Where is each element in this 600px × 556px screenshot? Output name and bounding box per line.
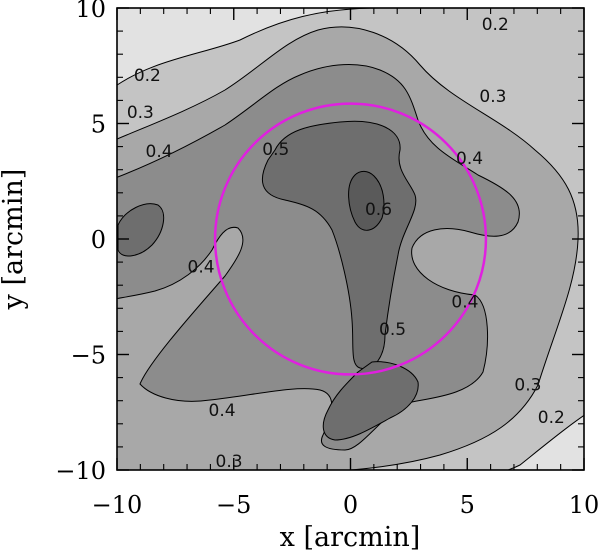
y-tick-label: 10 [75,0,106,23]
contour-label-0-2: 0.2 [538,408,565,428]
boundary-circle [213,102,488,376]
x-tick-label: −10 [92,491,143,519]
contour-label-0-3: 0.3 [479,87,506,107]
y-tick-label: −5 [71,342,106,370]
level-0.5-region [322,361,419,441]
y-tick-label: 0 [91,226,106,254]
x-axis-title: x [arcmin] [280,522,421,553]
level-0.6-region [348,170,385,231]
tick-labels: −10 −10 −5 −5 0 0 5 5 10 10 [55,0,599,519]
contour-label-0-3: 0.3 [514,376,541,396]
contour-label-0-4: 0.4 [456,149,483,169]
contour-label-0-4: 0.4 [188,258,215,278]
y-tick-label: 5 [91,111,106,139]
contour-label-0-4: 0.4 [209,401,236,421]
level-0.5-region [117,203,165,257]
y-tick-label: −10 [55,457,106,485]
ticks [116,7,585,471]
level-0.4-region [117,64,520,451]
x-tick-label: −5 [216,491,251,519]
contour-label-0-5: 0.5 [262,140,289,160]
x-tick-label: 5 [460,491,475,519]
contour-label-0-2: 0.2 [134,66,161,86]
contour-label-0-4: 0.4 [451,292,478,312]
plot-area: 0.2 0.2 0.2 0.3 0.3 0.3 0.3 0.4 0.4 0.4 0.4 0.4 0.5 0… [117,8,584,472]
y-axis-title: y [arcmin] [0,169,29,311]
x-tick-label: 0 [343,491,358,519]
contour-label-0-5: 0.5 [379,320,406,340]
contour-label-0-3: 0.3 [216,452,243,472]
contour-label-0-6: 0.6 [365,200,392,220]
contour-label-0-3: 0.3 [127,103,154,123]
contour-label-0-2: 0.2 [482,15,509,35]
x-tick-label: 10 [569,491,600,519]
contour-label-0-4: 0.4 [146,142,173,162]
contour-labels: 0.2 0.2 0.2 0.3 0.3 0.3 0.3 0.4 0.4 0.4 0.4 0.4 0.5 0… [127,15,565,472]
